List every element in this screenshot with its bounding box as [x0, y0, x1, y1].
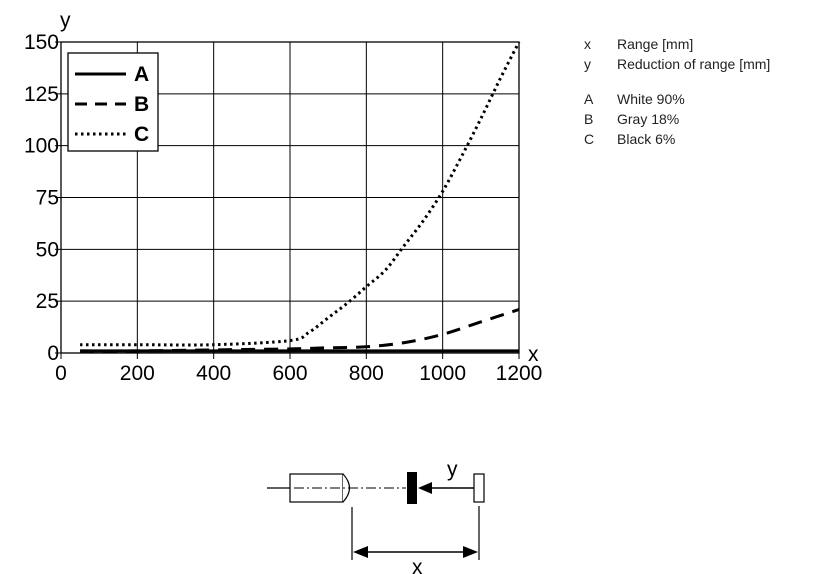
x-tick-label: 400: [196, 362, 231, 385]
side-legend-text: Range [mm]: [617, 36, 694, 52]
x-tick-labels: 0 200 400 600 800 1000 1200: [55, 362, 542, 385]
series-b-line: [80, 308, 520, 353]
side-legend-key: C: [584, 131, 595, 147]
y-tick-label: 100: [24, 135, 59, 158]
y-arrow-head: [418, 482, 432, 494]
side-legend-text: White 90%: [617, 91, 685, 107]
y-tick-label: 125: [24, 83, 59, 106]
side-legend-key: y: [584, 56, 591, 72]
side-legend-row-x: x Range [mm]: [584, 34, 770, 54]
side-legend-row-a: A White 90%: [584, 89, 770, 109]
x-tick-label: 0: [55, 362, 67, 385]
side-legend-key: x: [584, 36, 591, 52]
series-layer: [80, 41, 521, 353]
reduction-chart: 0 200 400 600 800 1000 1200 0 25 50 75 100 125 150 y…: [24, 9, 542, 385]
series-c-line: [80, 41, 521, 347]
chart-grid: [55, 41, 520, 359]
side-legend-row-y: y Reduction of range [mm]: [584, 54, 770, 74]
diagram-y-label: y: [447, 458, 458, 481]
x-axis-letter: x: [528, 343, 539, 366]
side-legend-text: Reduction of range [mm]: [617, 56, 771, 72]
side-legend-row-b: B Gray 18%: [584, 109, 770, 129]
side-legend-row-c: C Black 6%: [584, 129, 770, 149]
y-tick-label: 150: [24, 31, 59, 54]
legend-label-a: A: [134, 63, 149, 86]
side-legend-key: A: [584, 91, 594, 107]
side-legend-key: B: [584, 111, 594, 127]
y-tick-labels: 0 25 50 75 100 125 150: [24, 31, 59, 365]
x-tick-label: 1200: [496, 362, 543, 385]
x-tick-label: 800: [349, 362, 384, 385]
diagram-x-label: x: [412, 556, 423, 574]
y-axis-letter: y: [60, 9, 71, 32]
y-tick-label: 0: [47, 342, 59, 365]
side-legend-text: Gray 18%: [617, 111, 680, 127]
chart-legend: A B C: [67, 52, 159, 152]
x-tick-label: 200: [120, 362, 155, 385]
target-object: [407, 472, 417, 504]
reference-target: [473, 473, 485, 503]
legend-label-c: C: [134, 123, 149, 146]
side-legend-text: Black 6%: [617, 131, 676, 147]
y-tick-label: 25: [36, 290, 59, 313]
x-tick-label: 600: [272, 362, 307, 385]
legend-label-b: B: [134, 93, 149, 116]
side-legend: x Range [mm] y Reduction of range [mm] A…: [584, 34, 770, 149]
x-dim-arrow-right: [463, 546, 478, 558]
x-dim-arrow-left: [353, 546, 368, 558]
y-tick-label: 50: [36, 238, 59, 261]
y-tick-label: 75: [36, 187, 59, 210]
plot-frame: [60, 41, 520, 354]
x-tick-label: 1000: [419, 362, 466, 385]
